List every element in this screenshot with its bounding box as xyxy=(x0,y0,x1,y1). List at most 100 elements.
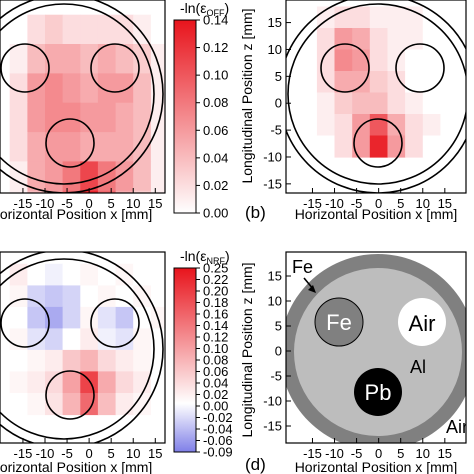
heatmap-cell xyxy=(115,73,134,104)
y-tick-label: 15 xyxy=(268,269,282,284)
heatmap-cell xyxy=(334,135,353,158)
heatmap-cell xyxy=(352,28,371,51)
x-tick-label: -15 xyxy=(303,196,322,211)
colorbar-tick-label: 0.00 xyxy=(203,399,228,414)
heatmap-cell xyxy=(316,135,336,158)
x-tick-label: -5 xyxy=(351,196,363,211)
heatmap-cell xyxy=(45,328,64,351)
heatmap-cell xyxy=(9,73,28,104)
y-axis-label-d: Longitudinal Position z [mm] xyxy=(239,262,255,437)
x-tick-label: 0 xyxy=(375,446,382,461)
x-tick-label: 5 xyxy=(397,196,404,211)
phantom-diagram: Fe Air Pb Al Fe Air xyxy=(286,252,468,443)
heatmap-cell xyxy=(80,285,99,308)
heatmap-cell xyxy=(440,49,459,72)
pb-insert-outline-b xyxy=(353,118,403,168)
heatmap-cell xyxy=(80,263,99,286)
heatmap-cell xyxy=(45,102,64,133)
colorbar-tick-label: -0.06 xyxy=(203,433,233,448)
y-tick-label: 0 xyxy=(275,344,282,359)
colorbar-tick-label: 0.08 xyxy=(203,95,228,110)
x-ticks-a: -15 -10 -5 0 5 10 15 xyxy=(14,188,163,211)
fe-insert-outline-b xyxy=(320,43,370,93)
colorbar-title-a: -ln(εOFF) xyxy=(180,0,229,18)
y-tick-label: -5 xyxy=(270,123,282,138)
colorbar-tick-label: 0.10 xyxy=(203,68,228,83)
heatmap-cell xyxy=(62,328,81,351)
panel-label-d: (d) xyxy=(245,455,266,474)
y-tick-label: 0 xyxy=(275,96,282,111)
heatmap-cell xyxy=(27,14,46,45)
colorbar-ticks-c: 0.250.220.200.180.160.140.120.100.080.06… xyxy=(196,261,233,460)
heatmap-cell xyxy=(115,14,134,45)
heatmap-cell xyxy=(115,349,134,372)
heatmap-cell xyxy=(115,263,134,286)
y-axis-label-b: Longitudinal Position z [mm] xyxy=(239,8,255,183)
heatmap-cell xyxy=(97,190,117,193)
pb-insert-outline-c xyxy=(45,370,95,420)
y-tick-label: 5 xyxy=(275,319,282,334)
heatmap-cell xyxy=(80,102,99,133)
heatmap-cell xyxy=(80,349,99,372)
x-tick-label: -5 xyxy=(351,446,363,461)
heatmap-cell xyxy=(316,92,336,115)
x-axis-label-d: Horizontal Position x [mm] xyxy=(295,459,458,474)
heatmap-cell xyxy=(9,306,28,329)
colorbar-tick-label: 0.08 xyxy=(203,353,228,368)
heatmap-cell xyxy=(405,71,424,94)
heatmap-cell xyxy=(62,306,81,329)
x-ticks-d: -15 -10 -5 0 5 10 15 xyxy=(303,438,452,461)
heatmap-cell xyxy=(45,73,64,104)
heatmap-cell xyxy=(27,132,46,163)
plot-frame-c xyxy=(0,251,166,444)
heatmap-cell xyxy=(62,132,81,163)
heatmap-cell xyxy=(405,49,424,72)
y-tick-label: -15 xyxy=(263,176,282,191)
heatmap-cell xyxy=(299,49,318,72)
heatmap-cell xyxy=(299,6,318,29)
heatmap-cell xyxy=(316,114,336,137)
heatmap-cell xyxy=(299,92,318,115)
heatmap-cell xyxy=(62,14,81,45)
x-tick-label: -10 xyxy=(325,446,344,461)
heatmap-cell xyxy=(62,102,81,133)
colorbar-tick-label: 0.18 xyxy=(203,295,228,310)
heatmap-cell xyxy=(115,102,134,133)
heatmap-cell xyxy=(150,161,165,192)
heatmap-cell xyxy=(387,6,406,29)
heatmap-cell xyxy=(440,114,459,137)
colorbar-tick-label: 0.04 xyxy=(203,150,228,165)
y-tick-label: -10 xyxy=(263,394,282,409)
heatmap-cells-c xyxy=(9,263,165,416)
colorbar-tick-label: 0.02 xyxy=(203,178,228,193)
heatmap-cell xyxy=(405,92,424,115)
panel-label-b: (b) xyxy=(245,203,266,222)
colorbar-a xyxy=(173,19,197,214)
heatmap-cell xyxy=(352,71,371,94)
heatmap-cell xyxy=(27,328,46,351)
heatmap-cell xyxy=(115,190,134,193)
x-tick-label: 5 xyxy=(108,446,115,461)
heatmap-cell xyxy=(9,371,28,394)
fe-shell-arrowhead xyxy=(308,285,316,293)
heatmap-cell xyxy=(27,263,46,286)
colorbar-tick-label: 0.06 xyxy=(203,364,228,379)
colorbar-tick-label: 0.00 xyxy=(203,206,228,221)
heatmap-cell xyxy=(80,44,99,74)
colorbar-tick-label: 0.10 xyxy=(203,341,228,356)
x-tick-label: 10 xyxy=(126,196,140,211)
heatmap-cell xyxy=(133,73,152,104)
heatmap-cell xyxy=(150,393,165,416)
phantom-outline-a xyxy=(0,0,164,193)
outer-air-label: Air xyxy=(446,417,468,437)
heatmap-cell xyxy=(352,135,371,158)
heatmap-cell xyxy=(80,328,99,351)
heatmap-cell xyxy=(369,6,388,29)
heatmap-cell xyxy=(27,371,46,394)
x-tick-label: 15 xyxy=(438,196,452,211)
plot-frame-d xyxy=(285,251,467,444)
heatmap-cell xyxy=(27,102,46,133)
outer-ring-a xyxy=(0,0,164,193)
heatmap-cell xyxy=(80,161,99,192)
heatmap-cell xyxy=(97,371,117,394)
